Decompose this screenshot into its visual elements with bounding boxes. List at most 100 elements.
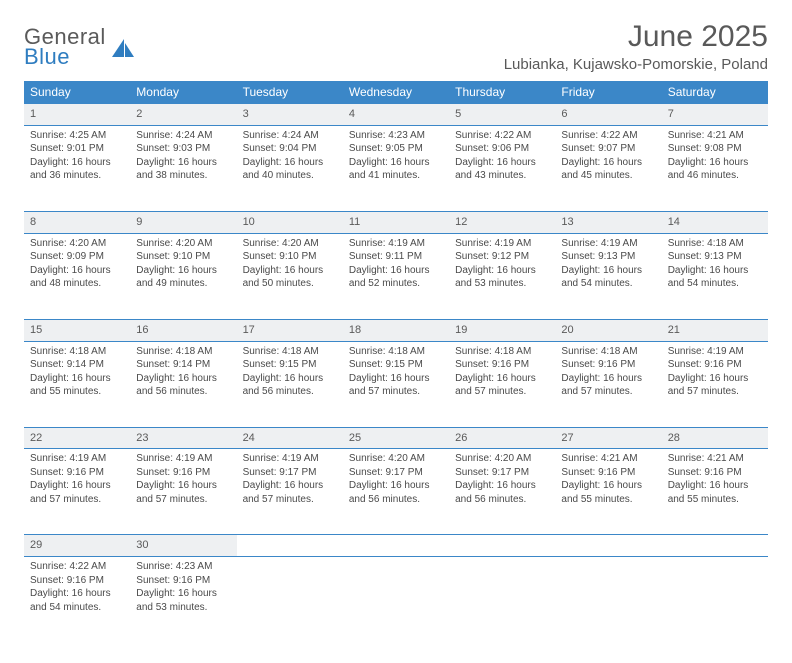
day-number xyxy=(662,535,768,557)
sunset: Sunset: 9:12 PM xyxy=(455,250,549,264)
day-cell: Sunrise: 4:18 AMSunset: 9:14 PMDaylight:… xyxy=(24,341,130,427)
sunrise: Sunrise: 4:23 AM xyxy=(136,560,230,574)
day-cell: Sunrise: 4:20 AMSunset: 9:17 PMDaylight:… xyxy=(343,449,449,535)
month-title: June 2025 xyxy=(504,20,768,54)
sunrise: Sunrise: 4:19 AM xyxy=(668,345,762,359)
daylight-line1: Daylight: 16 hours xyxy=(136,587,230,601)
day-number: 6 xyxy=(555,104,661,126)
daylight-line1: Daylight: 16 hours xyxy=(668,264,762,278)
sunset: Sunset: 9:14 PM xyxy=(30,358,124,372)
day-cell: Sunrise: 4:23 AMSunset: 9:05 PMDaylight:… xyxy=(343,125,449,211)
sunrise: Sunrise: 4:18 AM xyxy=(668,237,762,251)
sunrise: Sunrise: 4:20 AM xyxy=(30,237,124,251)
day-number: 30 xyxy=(130,535,236,557)
daynum-row: 891011121314 xyxy=(24,211,768,233)
sunrise: Sunrise: 4:23 AM xyxy=(349,129,443,143)
day-number: 3 xyxy=(237,104,343,126)
day-header: Saturday xyxy=(662,81,768,104)
daylight-line2: and 40 minutes. xyxy=(243,169,337,183)
daylight-line1: Daylight: 16 hours xyxy=(136,264,230,278)
sunrise: Sunrise: 4:22 AM xyxy=(561,129,655,143)
day-cell: Sunrise: 4:22 AMSunset: 9:06 PMDaylight:… xyxy=(449,125,555,211)
day-cell: Sunrise: 4:21 AMSunset: 9:16 PMDaylight:… xyxy=(555,449,661,535)
day-header: Tuesday xyxy=(237,81,343,104)
day-cell: Sunrise: 4:22 AMSunset: 9:16 PMDaylight:… xyxy=(24,557,130,643)
daylight-line2: and 56 minutes. xyxy=(455,493,549,507)
sunset: Sunset: 9:15 PM xyxy=(349,358,443,372)
day-header: Friday xyxy=(555,81,661,104)
day-number: 11 xyxy=(343,211,449,233)
day-number: 2 xyxy=(130,104,236,126)
daylight-line1: Daylight: 16 hours xyxy=(455,372,549,386)
sunrise: Sunrise: 4:18 AM xyxy=(455,345,549,359)
sunrise: Sunrise: 4:20 AM xyxy=(455,452,549,466)
sunrise: Sunrise: 4:20 AM xyxy=(349,452,443,466)
daylight-line2: and 56 minutes. xyxy=(349,493,443,507)
sunset: Sunset: 9:14 PM xyxy=(136,358,230,372)
daylight-line2: and 55 minutes. xyxy=(561,493,655,507)
week-row: Sunrise: 4:22 AMSunset: 9:16 PMDaylight:… xyxy=(24,557,768,643)
day-cell: Sunrise: 4:25 AMSunset: 9:01 PMDaylight:… xyxy=(24,125,130,211)
sunset: Sunset: 9:08 PM xyxy=(668,142,762,156)
day-number: 20 xyxy=(555,319,661,341)
day-number: 17 xyxy=(237,319,343,341)
daylight-line1: Daylight: 16 hours xyxy=(349,372,443,386)
daylight-line2: and 57 minutes. xyxy=(349,385,443,399)
sail-icon xyxy=(110,37,136,59)
daylight-line2: and 56 minutes. xyxy=(136,385,230,399)
day-number: 18 xyxy=(343,319,449,341)
day-cell: Sunrise: 4:19 AMSunset: 9:16 PMDaylight:… xyxy=(662,341,768,427)
day-number: 1 xyxy=(24,104,130,126)
sunset: Sunset: 9:16 PM xyxy=(136,574,230,588)
day-header: Sunday xyxy=(24,81,130,104)
daylight-line2: and 53 minutes. xyxy=(136,601,230,615)
day-number: 22 xyxy=(24,427,130,449)
sunrise: Sunrise: 4:20 AM xyxy=(243,237,337,251)
day-cell: Sunrise: 4:18 AMSunset: 9:14 PMDaylight:… xyxy=(130,341,236,427)
day-header-row: SundayMondayTuesdayWednesdayThursdayFrid… xyxy=(24,81,768,104)
daylight-line1: Daylight: 16 hours xyxy=(668,156,762,170)
sunrise: Sunrise: 4:24 AM xyxy=(136,129,230,143)
day-cell xyxy=(343,557,449,643)
daylight-line1: Daylight: 16 hours xyxy=(455,264,549,278)
day-number: 23 xyxy=(130,427,236,449)
sunrise: Sunrise: 4:25 AM xyxy=(30,129,124,143)
week-row: Sunrise: 4:25 AMSunset: 9:01 PMDaylight:… xyxy=(24,125,768,211)
sunrise: Sunrise: 4:21 AM xyxy=(668,129,762,143)
day-header: Monday xyxy=(130,81,236,104)
day-cell: Sunrise: 4:21 AMSunset: 9:08 PMDaylight:… xyxy=(662,125,768,211)
daylight-line1: Daylight: 16 hours xyxy=(30,587,124,601)
daylight-line2: and 56 minutes. xyxy=(243,385,337,399)
day-header: Thursday xyxy=(449,81,555,104)
sunset: Sunset: 9:17 PM xyxy=(455,466,549,480)
sunset: Sunset: 9:05 PM xyxy=(349,142,443,156)
sunrise: Sunrise: 4:21 AM xyxy=(561,452,655,466)
day-number: 7 xyxy=(662,104,768,126)
daylight-line2: and 49 minutes. xyxy=(136,277,230,291)
sunrise: Sunrise: 4:18 AM xyxy=(243,345,337,359)
daylight-line2: and 57 minutes. xyxy=(668,385,762,399)
day-number: 21 xyxy=(662,319,768,341)
day-cell: Sunrise: 4:19 AMSunset: 9:13 PMDaylight:… xyxy=(555,233,661,319)
sunrise: Sunrise: 4:18 AM xyxy=(136,345,230,359)
daylight-line2: and 43 minutes. xyxy=(455,169,549,183)
daylight-line2: and 41 minutes. xyxy=(349,169,443,183)
daylight-line2: and 53 minutes. xyxy=(455,277,549,291)
day-cell xyxy=(449,557,555,643)
day-cell: Sunrise: 4:24 AMSunset: 9:03 PMDaylight:… xyxy=(130,125,236,211)
day-number xyxy=(449,535,555,557)
sunset: Sunset: 9:07 PM xyxy=(561,142,655,156)
day-number: 14 xyxy=(662,211,768,233)
day-number: 29 xyxy=(24,535,130,557)
sunset: Sunset: 9:17 PM xyxy=(349,466,443,480)
day-number: 19 xyxy=(449,319,555,341)
location: Lubianka, Kujawsko-Pomorskie, Poland xyxy=(504,56,768,73)
day-number: 26 xyxy=(449,427,555,449)
week-row: Sunrise: 4:19 AMSunset: 9:16 PMDaylight:… xyxy=(24,449,768,535)
daylight-line1: Daylight: 16 hours xyxy=(561,264,655,278)
day-cell: Sunrise: 4:18 AMSunset: 9:15 PMDaylight:… xyxy=(237,341,343,427)
sunset: Sunset: 9:13 PM xyxy=(561,250,655,264)
daynum-row: 15161718192021 xyxy=(24,319,768,341)
header: General Blue June 2025 Lubianka, Kujawsk… xyxy=(24,20,768,73)
day-number: 27 xyxy=(555,427,661,449)
